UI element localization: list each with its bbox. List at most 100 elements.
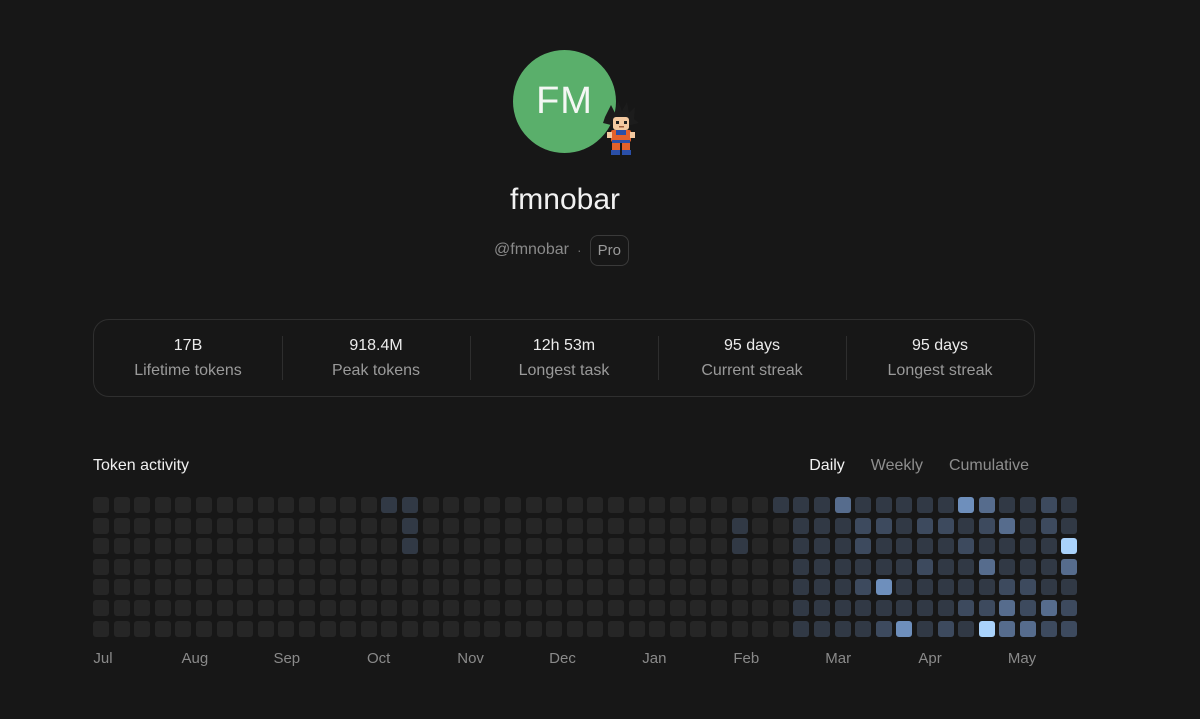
heatmap-cell[interactable] [999, 558, 1016, 575]
heatmap-cell[interactable] [999, 517, 1016, 534]
heatmap-cell[interactable] [814, 517, 830, 534]
heatmap-cell[interactable] [937, 497, 954, 513]
heatmap-cell[interactable] [608, 558, 624, 575]
heatmap-cell[interactable] [999, 497, 1016, 513]
heatmap-cell[interactable] [546, 600, 563, 616]
heatmap-cell[interactable] [896, 497, 913, 513]
heatmap-cell[interactable] [752, 497, 769, 513]
heatmap-cell[interactable] [731, 558, 748, 575]
heatmap-cell[interactable] [855, 497, 872, 513]
heatmap-cell[interactable] [649, 497, 666, 513]
heatmap-cell[interactable] [793, 579, 810, 596]
tab-cumulative[interactable]: Cumulative [948, 457, 1029, 474]
heatmap-cell[interactable] [237, 579, 254, 596]
heatmap-cell[interactable] [978, 517, 995, 534]
heatmap-cell[interactable] [257, 579, 274, 596]
heatmap-cell[interactable] [319, 538, 336, 555]
heatmap-cell[interactable] [690, 538, 707, 555]
heatmap-cell[interactable] [896, 558, 913, 575]
heatmap-cell[interactable] [257, 497, 274, 513]
heatmap-cell[interactable] [93, 558, 109, 575]
heatmap-cell[interactable] [978, 497, 995, 513]
heatmap-cell[interactable] [113, 579, 130, 596]
heatmap-cell[interactable] [113, 558, 130, 575]
heatmap-cell[interactable] [463, 558, 480, 575]
heatmap-cell[interactable] [216, 538, 233, 555]
heatmap-cell[interactable] [340, 620, 357, 637]
heatmap-cell[interactable] [669, 620, 686, 637]
heatmap-cell[interactable] [216, 620, 233, 637]
heatmap-cell[interactable] [278, 558, 295, 575]
heatmap-cell[interactable] [875, 497, 892, 513]
heatmap-cell[interactable] [278, 579, 295, 596]
heatmap-cell[interactable] [422, 579, 439, 596]
heatmap-cell[interactable] [814, 600, 830, 616]
heatmap-cell[interactable] [299, 517, 315, 534]
heatmap-cell[interactable] [257, 620, 274, 637]
heatmap-cell[interactable] [917, 620, 933, 637]
heatmap-cell[interactable] [566, 620, 583, 637]
heatmap-cell[interactable] [978, 538, 995, 555]
heatmap-cell[interactable] [608, 579, 624, 596]
heatmap-cell[interactable] [958, 558, 975, 575]
heatmap-cell[interactable] [525, 600, 542, 616]
heatmap-cell[interactable] [463, 600, 480, 616]
heatmap-cell[interactable] [1020, 558, 1036, 575]
heatmap-cell[interactable] [113, 600, 130, 616]
heatmap-cell[interactable] [237, 600, 254, 616]
heatmap-cell[interactable] [237, 497, 254, 513]
heatmap-cell[interactable] [917, 497, 933, 513]
heatmap-cell[interactable] [649, 620, 666, 637]
heatmap-cell[interactable] [525, 517, 542, 534]
heatmap-cell[interactable] [855, 600, 872, 616]
heatmap-cell[interactable] [937, 538, 954, 555]
heatmap-cell[interactable] [731, 538, 748, 555]
heatmap-cell[interactable] [752, 600, 769, 616]
heatmap-cell[interactable] [299, 620, 315, 637]
heatmap-cell[interactable] [381, 558, 398, 575]
heatmap-cell[interactable] [1040, 600, 1057, 616]
heatmap-cell[interactable] [628, 600, 645, 616]
heatmap-cell[interactable] [360, 579, 377, 596]
heatmap-cell[interactable] [855, 579, 872, 596]
heatmap-cell[interactable] [731, 579, 748, 596]
heatmap-cell[interactable] [834, 538, 851, 555]
heatmap-cell[interactable] [628, 579, 645, 596]
heatmap-cell[interactable] [546, 579, 563, 596]
heatmap-cell[interactable] [896, 517, 913, 534]
heatmap-cell[interactable] [566, 600, 583, 616]
heatmap-cell[interactable] [505, 579, 521, 596]
heatmap-cell[interactable] [834, 517, 851, 534]
heatmap-cell[interactable] [319, 517, 336, 534]
heatmap-cell[interactable] [463, 579, 480, 596]
heatmap-cell[interactable] [937, 517, 954, 534]
heatmap-cell[interactable] [381, 538, 398, 555]
heatmap-cell[interactable] [566, 558, 583, 575]
heatmap-cell[interactable] [999, 579, 1016, 596]
heatmap-cell[interactable] [1020, 600, 1036, 616]
heatmap-cell[interactable] [546, 517, 563, 534]
heatmap-cell[interactable] [1040, 620, 1057, 637]
heatmap-cell[interactable] [484, 558, 501, 575]
heatmap-cell[interactable] [463, 620, 480, 637]
heatmap-cell[interactable] [1020, 497, 1036, 513]
heatmap-cell[interactable] [793, 558, 810, 575]
heatmap-cell[interactable] [917, 517, 933, 534]
heatmap-cell[interactable] [958, 497, 975, 513]
heatmap-cell[interactable] [752, 620, 769, 637]
heatmap-cell[interactable] [443, 620, 460, 637]
heatmap-cell[interactable] [443, 497, 460, 513]
heatmap-cell[interactable] [546, 558, 563, 575]
heatmap-cell[interactable] [237, 517, 254, 534]
heatmap-cell[interactable] [875, 620, 892, 637]
heatmap-cell[interactable] [402, 579, 418, 596]
heatmap-cell[interactable] [711, 517, 727, 534]
heatmap-cell[interactable] [793, 517, 810, 534]
heatmap-cell[interactable] [505, 558, 521, 575]
heatmap-cell[interactable] [690, 558, 707, 575]
heatmap-cell[interactable] [175, 600, 192, 616]
heatmap-cell[interactable] [175, 538, 192, 555]
heatmap-cell[interactable] [587, 558, 604, 575]
heatmap-cell[interactable] [793, 497, 810, 513]
heatmap-cell[interactable] [649, 579, 666, 596]
